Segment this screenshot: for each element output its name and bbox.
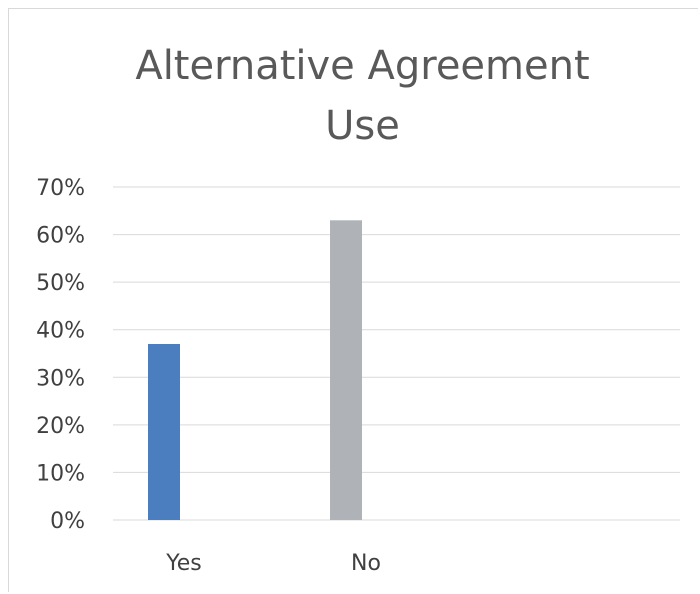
chart-title-line-1: Alternative Agreement [135, 43, 590, 89]
x-tick-label-yes: Yes [165, 551, 202, 576]
y-tick-label: 50% [36, 271, 85, 296]
y-tick-label: 60% [36, 224, 85, 249]
bar-no [330, 220, 362, 521]
y-tick-label: 20% [36, 414, 85, 439]
x-tick-label-no: No [351, 551, 381, 576]
y-tick-label: 30% [36, 366, 85, 391]
y-tick-label: 0% [50, 509, 85, 534]
bar-yes [148, 343, 180, 520]
chart-title-line-2: Use [325, 103, 400, 149]
y-tick-label: 40% [36, 319, 85, 344]
chart-title: Alternative Agreement Use [0, 36, 700, 156]
chart-frame [8, 8, 698, 592]
y-tick-label: 70% [36, 176, 85, 201]
y-tick-label: 10% [36, 461, 85, 486]
